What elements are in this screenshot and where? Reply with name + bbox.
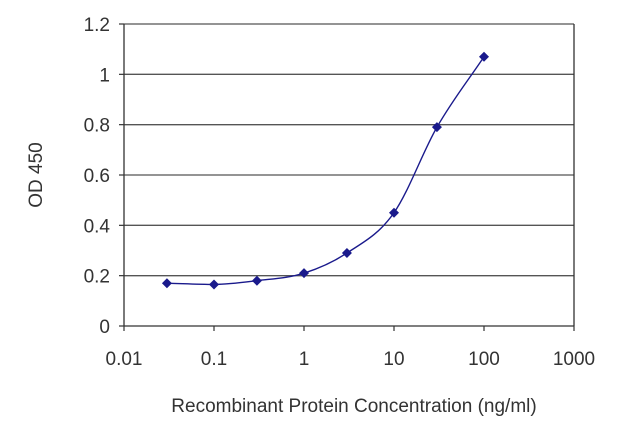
x-axis-title: Recombinant Protein Concentration (ng/ml… xyxy=(171,396,536,417)
data-point xyxy=(341,248,352,259)
y-tick-label: 0 xyxy=(99,317,110,338)
data-point xyxy=(431,122,442,133)
y-axis-title: OD 450 xyxy=(26,142,47,207)
y-tick-label: 0.4 xyxy=(84,216,111,237)
y-tick-label: 1 xyxy=(99,65,110,86)
data-series xyxy=(161,51,489,290)
y-tick-label: 1.2 xyxy=(84,15,110,36)
axes xyxy=(119,23,575,331)
y-tick-label: 0.2 xyxy=(84,267,110,288)
x-tick-label: 1000 xyxy=(553,349,595,370)
x-tick-label: 1 xyxy=(299,349,310,370)
x-tick-label: 10 xyxy=(383,349,404,370)
x-tick-label: 0.1 xyxy=(201,349,227,370)
x-tick-label: 100 xyxy=(468,349,500,370)
y-tick-label: 0.6 xyxy=(84,166,110,187)
y-tick-label: 0.8 xyxy=(84,116,110,137)
data-point xyxy=(299,268,309,279)
x-tick-label: 0.01 xyxy=(106,349,143,370)
data-point xyxy=(209,279,219,290)
grid-lines xyxy=(124,23,574,277)
data-point xyxy=(251,275,262,286)
data-point xyxy=(479,51,489,62)
data-point xyxy=(389,207,399,218)
data-point xyxy=(161,278,172,289)
tick-labels: 0 0.2 0.4 0.6 0.8 1 1.2 0.01 0.1 1 10 100 1000 xyxy=(84,15,596,370)
series-line xyxy=(166,56,485,286)
